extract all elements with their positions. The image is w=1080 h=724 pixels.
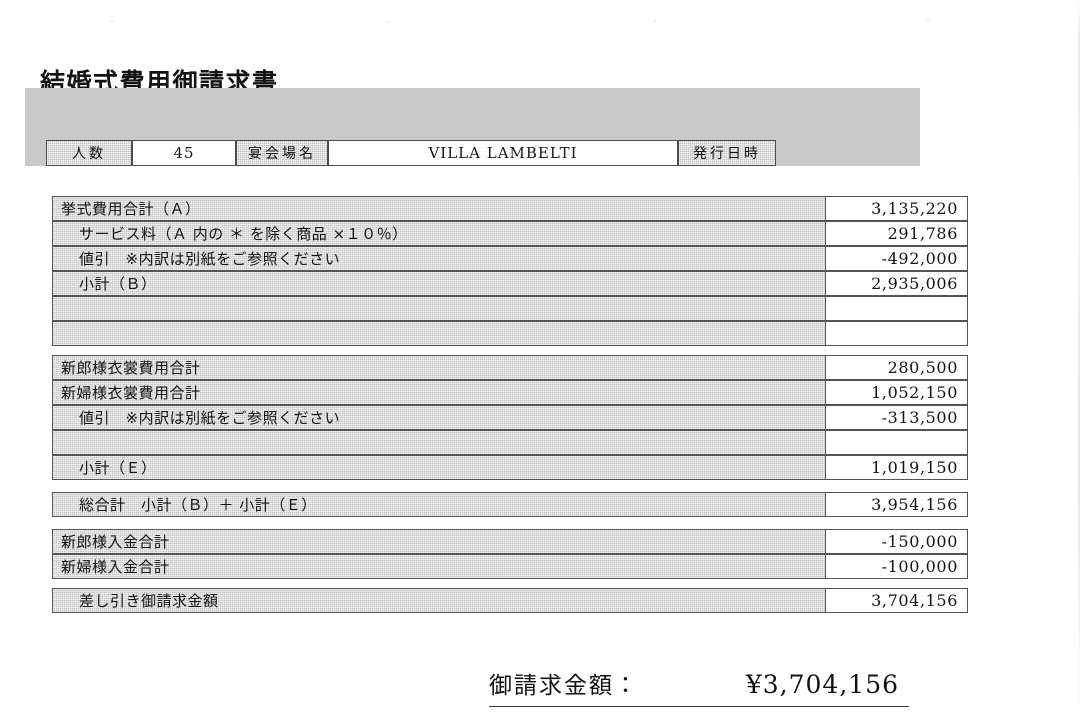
table-row: サービス料（Ａ 内の ＊ を除く商品 ×１０％） 291,786 (52, 221, 968, 246)
table-row-group: 新郎様入金合計 -150,000 新婦様入金合計 -100,000 (52, 529, 968, 579)
row-amount: 2,935,006 (825, 271, 968, 296)
scan-noise-top (0, 0, 1080, 34)
row-group-gap (52, 346, 968, 355)
row-label (52, 321, 825, 346)
row-group-gap (52, 480, 968, 492)
table-row (52, 296, 968, 321)
venue-name-value: VILLA LAMBELTI (328, 140, 678, 166)
table-row: 新婦様衣裳費用合計 1,052,150 (52, 380, 968, 405)
row-label: 新郎様入金合計 (52, 529, 825, 554)
table-row-group: 総合計 小計（Ｂ）＋ 小計（Ｅ） 3,954,156 (52, 492, 968, 517)
row-amount: -313,500 (825, 405, 968, 430)
row-label: 総合計 小計（Ｂ）＋ 小計（Ｅ） (52, 492, 825, 517)
row-amount: 291,786 (825, 221, 968, 246)
row-label: 小計（Ｅ） (52, 455, 825, 480)
table-row: 差し引き御請求金額 3,704,156 (52, 588, 968, 613)
table-row: 総合計 小計（Ｂ）＋ 小計（Ｅ） 3,954,156 (52, 492, 968, 517)
row-amount: 3,704,156 (825, 588, 968, 613)
row-amount: 280,500 (825, 355, 968, 380)
row-label: サービス料（Ａ 内の ＊ を除く商品 ×１０％） (52, 221, 825, 246)
row-group-gap (52, 579, 968, 588)
row-label: 新婦様入金合計 (52, 554, 825, 579)
grand-total-label: 御請求金額： (489, 673, 639, 699)
row-label: 挙式費用合計（Ａ） (52, 196, 825, 221)
row-label: 値引 ※内訳は別紙をご参照ください (52, 405, 825, 430)
table-row: 新郎様衣裳費用合計 280,500 (52, 355, 968, 380)
invoice-table: 挙式費用合計（Ａ） 3,135,220 サービス料（Ａ 内の ＊ を除く商品 ×１０… (52, 196, 968, 613)
row-label: 差し引き御請求金額 (52, 588, 825, 613)
row-amount: -100,000 (825, 554, 968, 579)
row-label: 値引 ※内訳は別紙をご参照ください (52, 246, 825, 271)
row-amount (825, 296, 968, 321)
table-row: 値引 ※内訳は別紙をご参照ください -313,500 (52, 405, 968, 430)
row-amount: -150,000 (825, 529, 968, 554)
row-amount: 1,052,150 (825, 380, 968, 405)
row-amount (825, 430, 968, 455)
grand-total-footer: 御請求金額： ¥3,704,156 (489, 666, 909, 707)
issue-date-label: 発行日時 (678, 140, 776, 166)
row-amount: -492,000 (825, 246, 968, 271)
table-row-group: 新郎様衣裳費用合計 280,500 新婦様衣裳費用合計 1,052,150 値引 ※内訳… (52, 355, 968, 480)
table-row: 小計（Ｂ） 2,935,006 (52, 271, 968, 296)
table-row: 挙式費用合計（Ａ） 3,135,220 (52, 196, 968, 221)
people-count-value: 45 (132, 140, 236, 166)
row-label: 新婦様衣裳費用合計 (52, 380, 825, 405)
table-row: 値引 ※内訳は別紙をご参照ください -492,000 (52, 246, 968, 271)
row-group-gap (52, 517, 968, 529)
row-label: 小計（Ｂ） (52, 271, 825, 296)
header-info-strip: 人数 45 宴会場名 VILLA LAMBELTI 発行日時 (46, 140, 776, 166)
row-label (52, 430, 825, 455)
row-amount: 1,019,150 (825, 455, 968, 480)
row-amount: 3,954,156 (825, 492, 968, 517)
row-amount: 3,135,220 (825, 196, 968, 221)
table-row-group: 差し引き御請求金額 3,704,156 (52, 588, 968, 613)
table-row: 新郎様入金合計 -150,000 (52, 529, 968, 554)
row-label: 新郎様衣裳費用合計 (52, 355, 825, 380)
table-row (52, 321, 968, 346)
table-row: 新婦様入金合計 -100,000 (52, 554, 968, 579)
row-amount (825, 321, 968, 346)
people-count-label: 人数 (46, 140, 132, 166)
grand-total-amount: ¥3,704,156 (745, 670, 899, 699)
table-row-group: 挙式費用合計（Ａ） 3,135,220 サービス料（Ａ 内の ＊ を除く商品 ×１０… (52, 196, 968, 346)
table-row (52, 430, 968, 455)
venue-name-label: 宴会場名 (236, 140, 328, 166)
row-label (52, 296, 825, 321)
table-row: 小計（Ｅ） 1,019,150 (52, 455, 968, 480)
